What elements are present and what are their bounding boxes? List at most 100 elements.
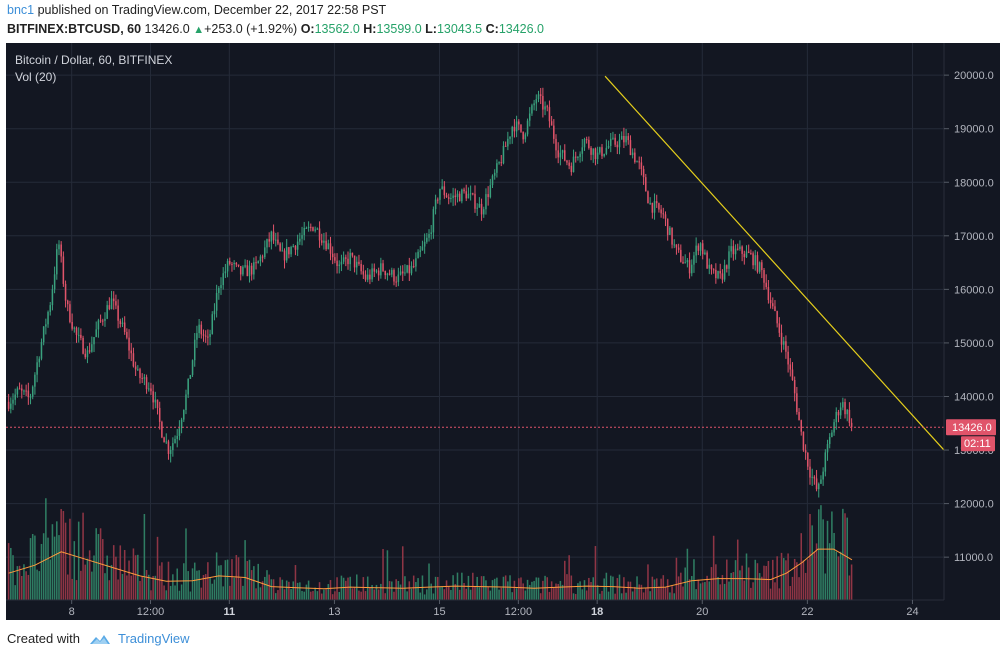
candle-body	[222, 273, 224, 286]
candle-body	[715, 269, 717, 279]
volume-bar	[625, 592, 627, 600]
volume-bar	[380, 583, 382, 600]
volume-bar	[693, 559, 695, 600]
candle-body	[353, 255, 356, 268]
volume-bar	[647, 564, 649, 600]
author-link[interactable]: bnc1	[7, 3, 35, 17]
volume-bar	[264, 576, 266, 600]
candle-body	[139, 369, 141, 378]
candle-body	[323, 240, 325, 243]
candle-body	[345, 257, 347, 259]
volume-bar	[839, 551, 842, 600]
candle-body	[796, 393, 798, 412]
volume-bar	[143, 514, 146, 600]
volume-bar	[213, 579, 216, 600]
candle-body	[526, 120, 529, 135]
candle-body	[303, 228, 305, 236]
candle-body	[509, 136, 511, 139]
volume-bar	[800, 533, 803, 600]
candle-body	[27, 390, 30, 398]
volume-bar	[441, 586, 443, 600]
candle-body	[143, 377, 146, 379]
candle-body	[561, 150, 564, 153]
volume-bar	[686, 548, 689, 600]
volume-bar	[75, 580, 78, 600]
volume-bar	[485, 580, 487, 600]
candle-body	[774, 306, 776, 312]
volume-bar	[198, 570, 200, 600]
volume-bar	[658, 586, 660, 600]
volume-bar	[88, 550, 91, 600]
candle-body	[86, 350, 89, 358]
candle-body	[360, 264, 362, 272]
volume-bar	[837, 556, 840, 600]
volume-bars	[7, 498, 853, 600]
candle-body	[710, 264, 713, 270]
volume-bar	[489, 590, 492, 600]
volume-bar	[463, 582, 465, 600]
candle-body	[546, 106, 549, 108]
y-tick-label: 11000.0	[954, 552, 993, 564]
volume-bar	[634, 586, 636, 600]
volume-bar	[430, 583, 432, 600]
volume-bar	[531, 581, 533, 600]
candle-body	[358, 261, 360, 265]
candle-body	[728, 251, 730, 269]
volume-bar	[704, 582, 706, 600]
candle-body	[224, 271, 227, 274]
candle-body	[837, 411, 840, 416]
volume-bar	[327, 584, 330, 600]
volume-bar	[364, 591, 367, 600]
volume-bar	[780, 552, 783, 600]
volume-bar	[570, 575, 573, 600]
candle-body	[815, 478, 818, 490]
price-chart[interactable]: 20000.0 19000.0 18000.0 17000.0 16000.0 15000…	[6, 43, 1000, 620]
candle-body	[147, 388, 150, 390]
volume-bar	[550, 581, 553, 600]
volume-bar	[710, 567, 713, 600]
volume-bar	[207, 562, 209, 600]
volume-bar	[36, 569, 38, 600]
volume-bar	[673, 593, 676, 600]
candle-body	[664, 214, 667, 219]
candle-body	[393, 270, 395, 282]
volume-bar	[553, 587, 555, 600]
candle-body	[590, 147, 592, 155]
candle-body	[581, 147, 584, 154]
candle-body	[629, 140, 632, 156]
volume-bar	[371, 585, 373, 600]
x-tick-label: 12:00	[505, 606, 533, 618]
candle-body	[480, 203, 483, 215]
volume-bar	[734, 560, 737, 600]
candle-body	[97, 320, 100, 330]
candle-body	[761, 262, 763, 270]
volume-indicator-label: Vol (20)	[15, 70, 56, 84]
volume-bar	[117, 579, 119, 600]
last-price-label: 13426.0	[952, 422, 992, 434]
volume-bar	[139, 580, 141, 600]
volume-bar	[655, 578, 658, 600]
volume-bar	[437, 576, 439, 600]
volume-bar	[682, 586, 684, 600]
volume-bar	[45, 498, 47, 600]
volume-bar	[196, 570, 198, 600]
candle-body	[242, 266, 244, 275]
volume-bar	[638, 584, 640, 600]
volume-bar	[583, 580, 586, 600]
volume-bar	[268, 574, 270, 600]
candle-body	[152, 391, 154, 403]
x-tick-label: 12:00	[137, 606, 165, 618]
tradingview-link[interactable]: TradingView	[117, 631, 190, 646]
volume-bar	[362, 577, 365, 600]
candle-body	[198, 324, 200, 334]
volume-bar	[347, 577, 349, 600]
candle-body	[329, 243, 332, 254]
candle-body	[99, 320, 102, 322]
candle-body	[371, 268, 373, 280]
candle-body	[285, 247, 288, 261]
candles	[7, 87, 853, 498]
candle-body	[73, 327, 76, 329]
volume-bar	[224, 560, 227, 600]
candle-body	[176, 435, 178, 439]
chart-panel[interactable]: 20000.0 19000.0 18000.0 17000.0 16000.0 15000…	[6, 43, 1000, 620]
